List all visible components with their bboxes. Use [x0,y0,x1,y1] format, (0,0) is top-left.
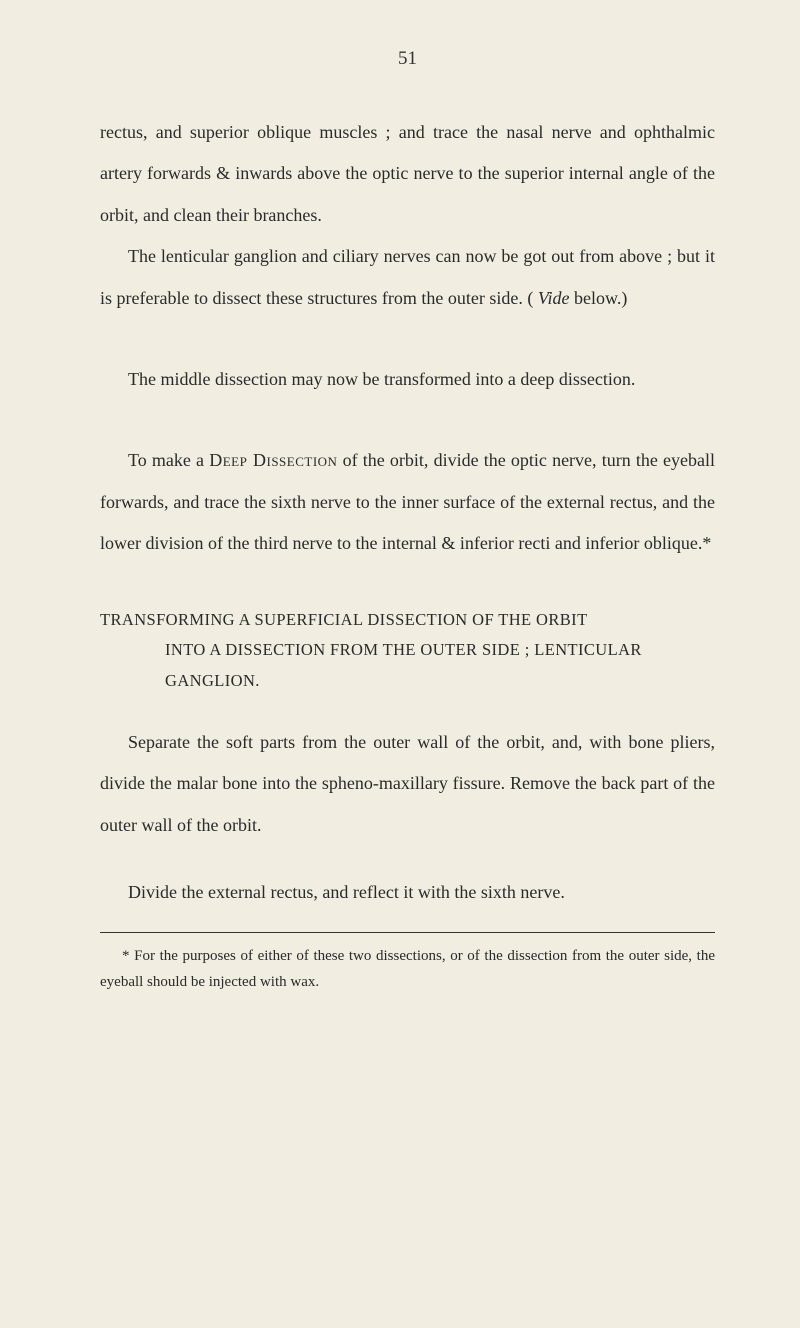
section-gap [100,846,715,872]
paragraph-1: rectus, and superior oblique muscles ; a… [100,112,715,236]
paragraph-3: The middle dissection may now be transfo… [100,359,715,400]
section-gap [100,319,715,359]
paragraph-2-after: below.) [570,288,628,308]
paragraph-4-pre: To make a [128,450,209,470]
deep-dissection-caps: Deep Dissection [209,450,337,470]
paragraph-2: The lenticular ganglion and ciliary nerv… [100,236,715,319]
page-number: 51 [100,48,715,70]
heading-line-1: TRANSFORMING A SUPERFICIAL DISSECTION OF… [100,605,715,636]
section-heading: TRANSFORMING A SUPERFICIAL DISSECTION OF… [100,605,715,697]
paragraph-4: To make a Deep Dissection of the orbit, … [100,440,715,564]
paragraph-5: Separate the soft parts from the outer w… [100,722,715,846]
section-gap [100,565,715,605]
section-gap [100,696,715,722]
footnote: * For the purposes of either of these tw… [100,943,715,996]
heading-line-2: INTO A DISSECTION FROM THE OUTER SIDE ; … [100,635,715,696]
document-page: 51 rectus, and superior oblique muscles … [0,0,800,1055]
footnote-rule [100,932,715,933]
vide-italic: Vide [538,288,570,308]
section-gap [100,400,715,440]
paragraph-6: Divide the external rectus, and reflect … [100,872,715,913]
